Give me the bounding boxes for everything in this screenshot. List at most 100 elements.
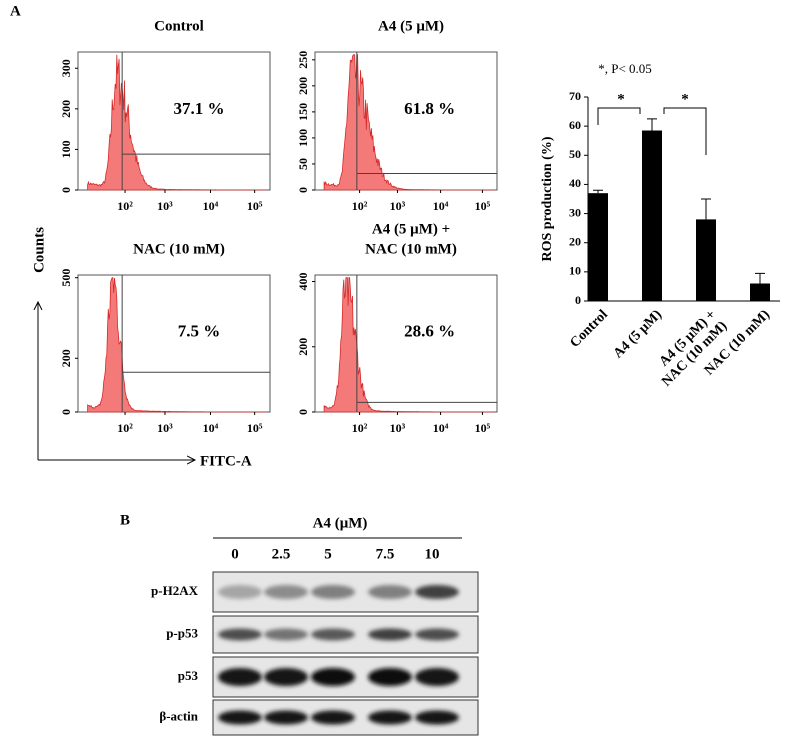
panel-label: B [120,512,130,528]
axis-label: Counts [31,227,47,273]
y-tick-label: 250 [296,51,310,69]
x-tick-label: 10³ [157,199,173,213]
error-bar [647,118,657,131]
x-tick-label: 10⁴ [433,421,449,435]
band [264,710,308,725]
band [368,585,412,599]
band [415,585,459,599]
y-tick-label: 200 [296,77,310,95]
band [264,628,308,641]
band [311,628,355,641]
y-tick-label: 400 [296,273,310,291]
band [218,710,262,725]
x-tick-label: 10² [352,421,368,435]
concentration: 10 [425,546,440,562]
y-tick-label: 50 [569,147,581,161]
y-tick-label: 60 [569,118,581,132]
band [264,585,308,599]
y-tick-label: 200 [59,100,73,118]
y-tick-label: 0 [296,187,310,193]
y-tick-label: 500 [59,269,73,287]
x-tick-label: 10⁴ [433,199,449,213]
y-tick-label: 100 [296,129,310,147]
row-label: p-p53 [166,625,198,640]
significance: * [681,91,689,107]
percentage: 7.5 % [178,321,221,340]
x-tick-label: 10³ [390,199,406,213]
y-tick-label: 70 [569,89,581,103]
x-tick-label: 10² [117,421,133,435]
band [311,710,355,725]
band [311,668,355,686]
bar [696,219,716,301]
x-tick-label: 10⁵ [475,199,491,213]
bar [642,130,662,301]
y-tick-label: 0 [59,409,73,415]
plot-title: NAC (10 mM) [365,241,457,257]
percentage: 61.8 % [404,99,455,118]
band [415,710,459,725]
percentage: 28.6 % [404,321,455,340]
x-tick-label: Control [568,307,612,351]
band [415,628,459,641]
plot-title: A4 (5 μM) + [372,221,450,237]
histogram [323,54,494,191]
row-label: p-H2AX [151,583,199,598]
y-tick-label: 10 [569,264,581,278]
x-tick-label: 10⁵ [247,199,263,213]
plot-title: A4 (5 μM) [378,18,444,34]
band [368,668,412,686]
y-tick-label: 20 [569,234,581,248]
x-tick-label: A4 (5 μM) [611,307,665,361]
y-tick-label: 0 [59,187,73,193]
y-tick-label: 150 [296,103,310,121]
percentage: 37.1 % [173,99,224,118]
histogram [323,277,494,413]
concentration: 5 [324,546,332,562]
bar [588,193,608,301]
concentration: 2.5 [272,546,291,562]
error-bar [755,272,765,284]
histogram [87,54,267,191]
concentration: 7.5 [376,546,395,562]
y-tick-label: 40 [569,176,581,190]
band [218,585,262,599]
error-bar [701,198,711,220]
concentration: 0 [231,546,239,562]
y-tick-label: 0 [296,409,310,415]
y-tick-label: 0 [575,293,581,307]
band [218,668,262,686]
plot-title: NAC (10 mM) [133,241,225,257]
bracket [597,107,641,125]
row-label: β-actin [159,708,198,723]
error-bar [593,189,603,194]
band [415,668,459,686]
band [218,628,262,641]
y-tick-label: 300 [59,59,73,77]
x-tick-label: 10⁵ [247,421,263,435]
annotation: *, P< 0.05 [598,61,652,76]
x-tick-label: 10⁵ [475,421,491,435]
blot-title: A4 (μM) [313,515,368,531]
x-tick-label: 10⁴ [203,199,219,213]
band [368,710,412,725]
x-tick-label: 10³ [157,421,173,435]
histogram [87,277,267,413]
axis-label: FITC-A [200,453,252,469]
y-tick-label: 100 [59,140,73,158]
band [368,628,412,641]
y-tick-label: 200 [59,349,73,367]
y-tick-label: 200 [296,338,310,356]
significance: * [617,91,625,107]
plot-title: Control [154,18,204,34]
bar [750,283,770,301]
y-axis-label: ROS production (%) [540,136,555,261]
x-tick-label: 10⁴ [203,421,219,435]
row-label: p53 [178,668,199,683]
y-tick-label: 30 [569,205,581,219]
x-tick-label: 10² [352,199,368,213]
band [264,668,308,686]
band [311,585,355,599]
bracket [663,107,707,155]
